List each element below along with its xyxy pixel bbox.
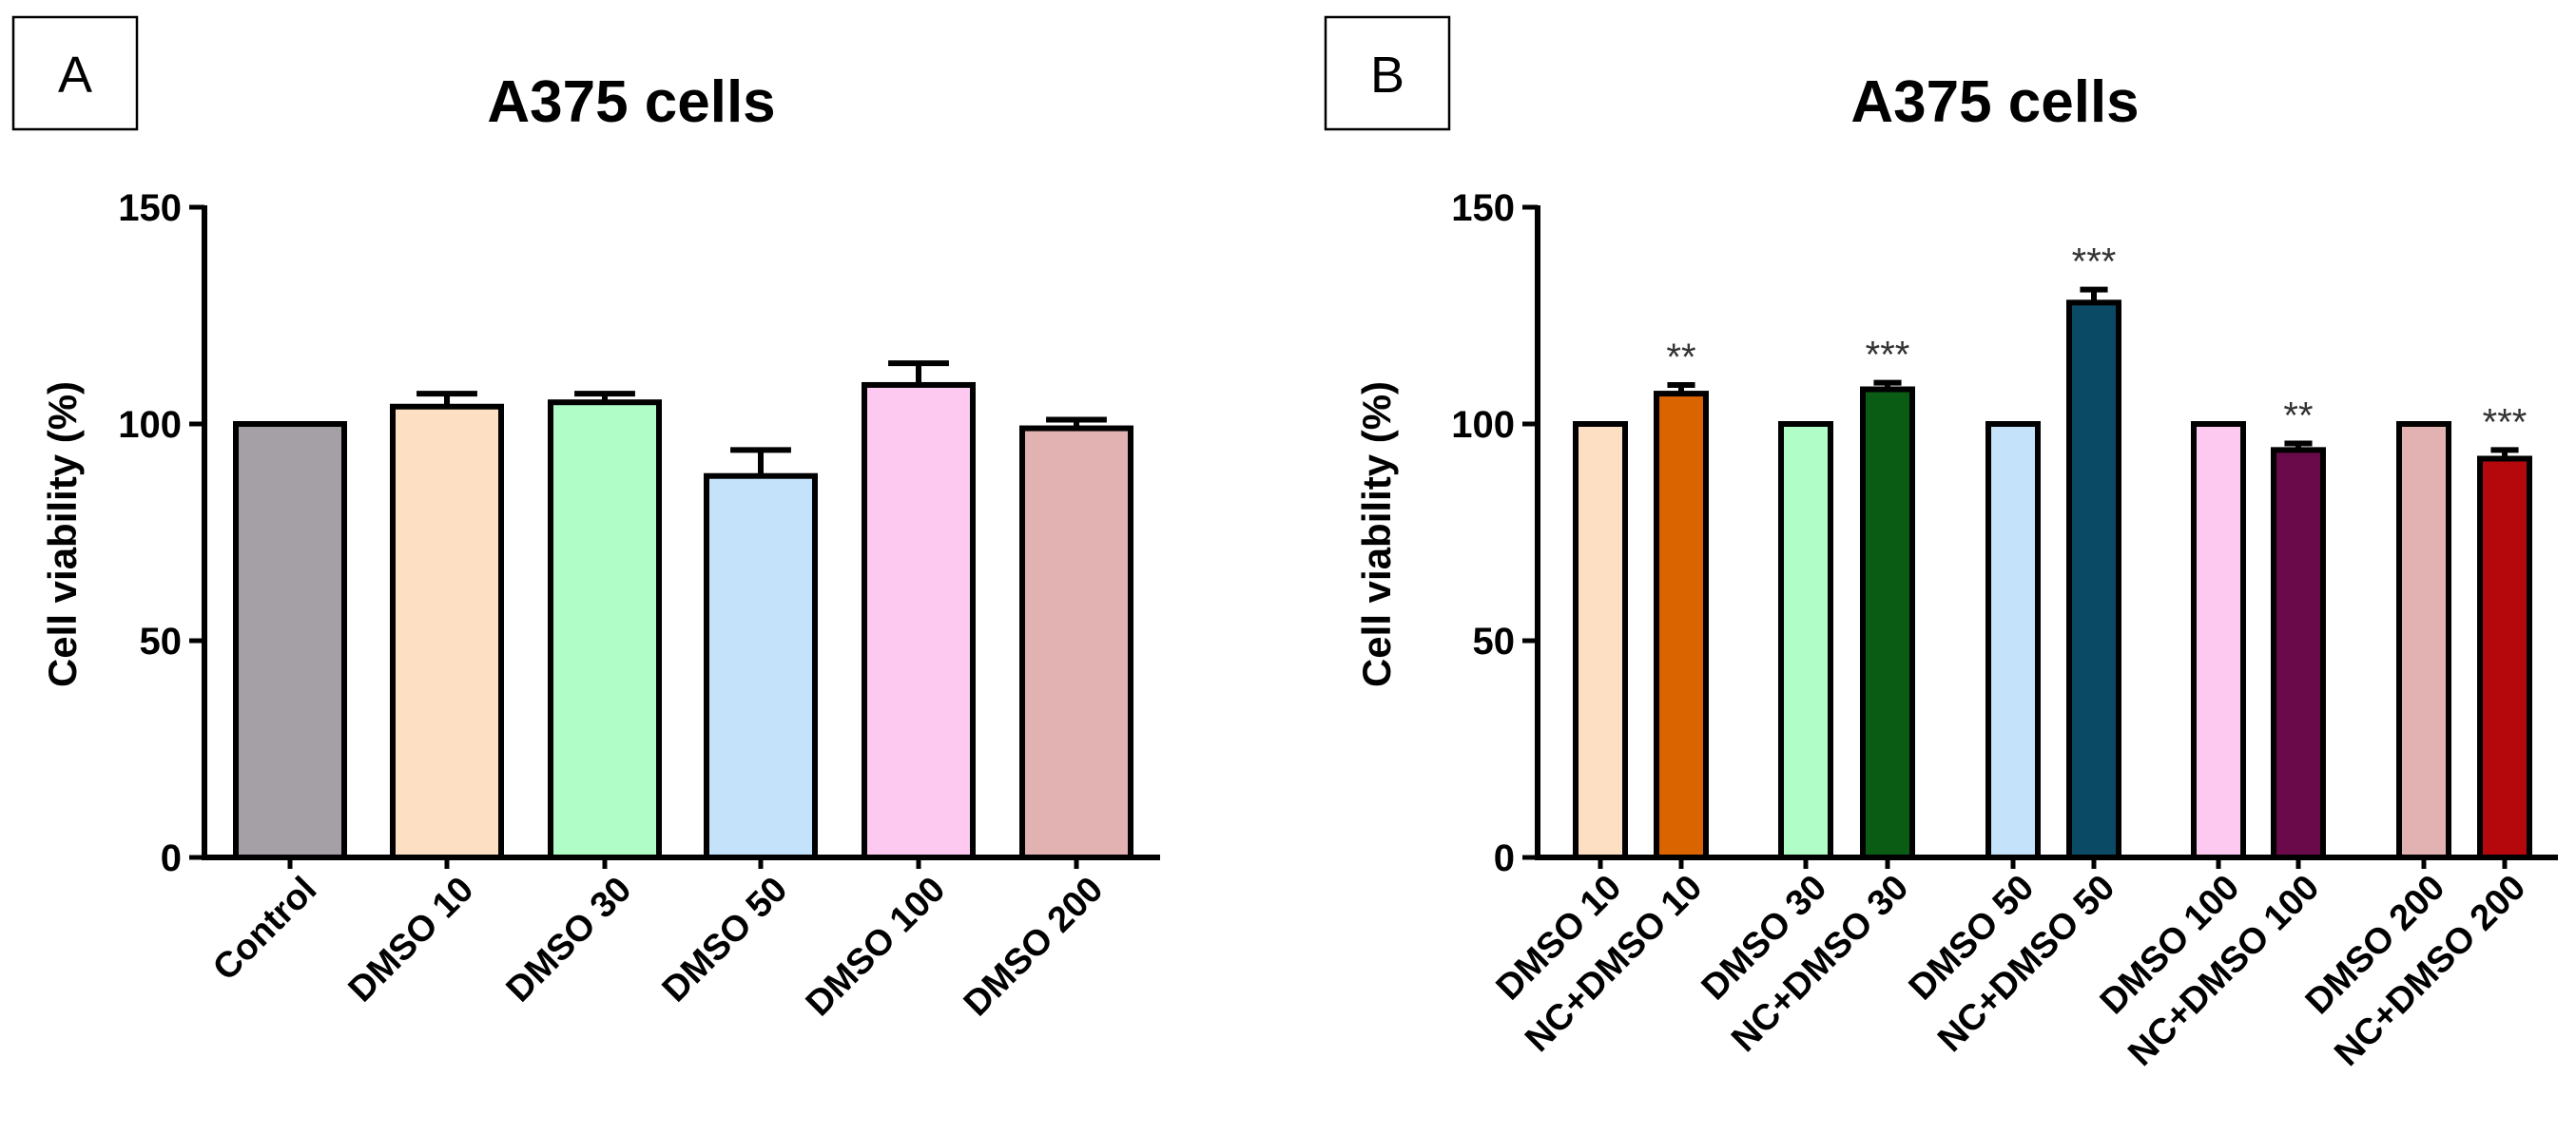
y-tick-label: 50 [1473, 621, 1516, 663]
significance-marker: *** [2072, 241, 2117, 283]
bar [1985, 421, 2041, 860]
panel-a-y-axis-label: Cell viability (%) [40, 381, 85, 687]
bar [2066, 299, 2121, 860]
bar [1573, 421, 1628, 860]
y-tick-label: 150 [118, 187, 182, 229]
panel-b-y-axis-label: Cell viability (%) [1354, 381, 1399, 687]
x-tick-label: DMSO 30 [499, 870, 640, 1010]
significance-marker: *** [1866, 335, 1910, 376]
x-tick-label: DMSO 100 [799, 870, 954, 1025]
bar [1019, 425, 1133, 860]
bar [1654, 391, 1709, 860]
y-tick-label: 150 [1451, 187, 1515, 229]
y-tick-label: 50 [140, 621, 183, 663]
bar [390, 403, 504, 860]
bar [862, 381, 976, 860]
bar [1860, 386, 1915, 860]
bar [233, 421, 347, 860]
significance-marker: ** [1666, 337, 1695, 378]
y-tick-label: 100 [1451, 404, 1515, 446]
panel-b: B A375 cells Cell viability (%) 0 50 100 15… [1324, 15, 2558, 1074]
y-tick-label: 0 [161, 837, 182, 879]
x-tick-label: Control [205, 870, 324, 989]
panel-b-label-box [1324, 15, 1451, 131]
significance-marker: ** [2283, 395, 2313, 437]
significance-marker: *** [2483, 401, 2528, 443]
bar [2271, 447, 2326, 860]
bar [2477, 455, 2532, 860]
x-tick-label: DMSO 10 [341, 870, 482, 1010]
bar [548, 399, 662, 860]
bar [2396, 421, 2451, 860]
bar [2191, 421, 2246, 860]
y-tick-label: 0 [1494, 837, 1515, 879]
bar [1778, 421, 1833, 860]
panel-a-title: A375 cells [487, 69, 775, 135]
bar [704, 472, 818, 860]
x-tick-label: DMSO 50 [655, 870, 796, 1010]
panel-a: A A375 cells Cell viability (%) 0 50 100 15… [11, 15, 1160, 1024]
x-tick-label: DMSO 200 [957, 870, 1112, 1025]
panel-a-label: A [58, 47, 92, 104]
panel-b-title: A375 cells [1850, 69, 2139, 135]
y-tick-label: 100 [118, 404, 182, 446]
panel-a-label-box [11, 15, 139, 131]
panel-b-label: B [1370, 47, 1404, 104]
